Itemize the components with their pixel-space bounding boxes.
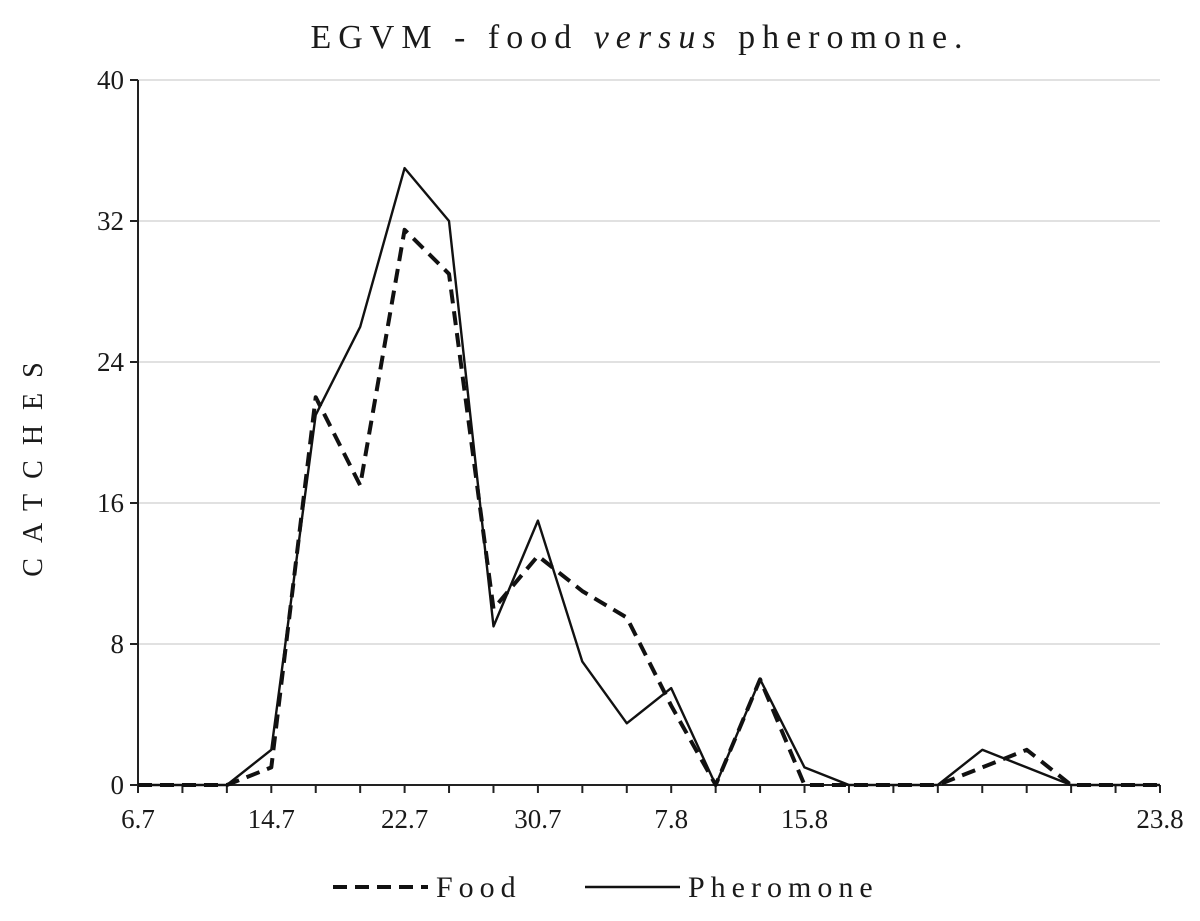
- y-tick-label: 32: [97, 206, 124, 236]
- x-tick-label: 22.7: [381, 804, 428, 834]
- y-tick-labels: 0 8 16 24 32 40: [97, 65, 125, 800]
- x-tick-label: 14.7: [248, 804, 295, 834]
- y-tick-label: 8: [111, 629, 125, 659]
- legend: Food Pheromone: [333, 871, 879, 904]
- y-axis-label: CATCHES: [18, 347, 49, 576]
- x-tick-labels: 6.7 14.7 22.7 30.7 7.8 15.8 23.8: [121, 804, 1184, 834]
- x-tick-label: 30.7: [514, 804, 561, 834]
- series-line-pheromone: [138, 166, 1160, 787]
- axes: [130, 79, 1161, 793]
- x-tick-label: 23.8: [1136, 804, 1183, 834]
- legend-label-food: Food: [436, 871, 522, 904]
- chart-title-part-2: versus: [594, 19, 723, 56]
- x-tick-label: 7.8: [654, 804, 688, 834]
- chart-title: EGVM - food versus pheromone.: [310, 19, 969, 56]
- chart-title-part-1: EGVM - food: [310, 19, 593, 56]
- y-tick-label: 40: [97, 65, 124, 95]
- y-tick-label: 16: [97, 488, 124, 518]
- y-tick-label: 0: [111, 770, 125, 800]
- x-tick-label: 15.8: [781, 804, 828, 834]
- chart-title-part-3: pheromone.: [723, 19, 970, 56]
- gridlines: [138, 79, 1160, 645]
- y-tick-label: 24: [97, 347, 125, 377]
- series-line-food: [138, 227, 1160, 787]
- legend-item-food: Food: [333, 871, 522, 904]
- series-lines: [138, 166, 1160, 787]
- x-tick-label: 6.7: [121, 804, 155, 834]
- legend-label-pheromone: Pheromone: [688, 871, 879, 904]
- legend-item-pheromone: Pheromone: [585, 871, 879, 904]
